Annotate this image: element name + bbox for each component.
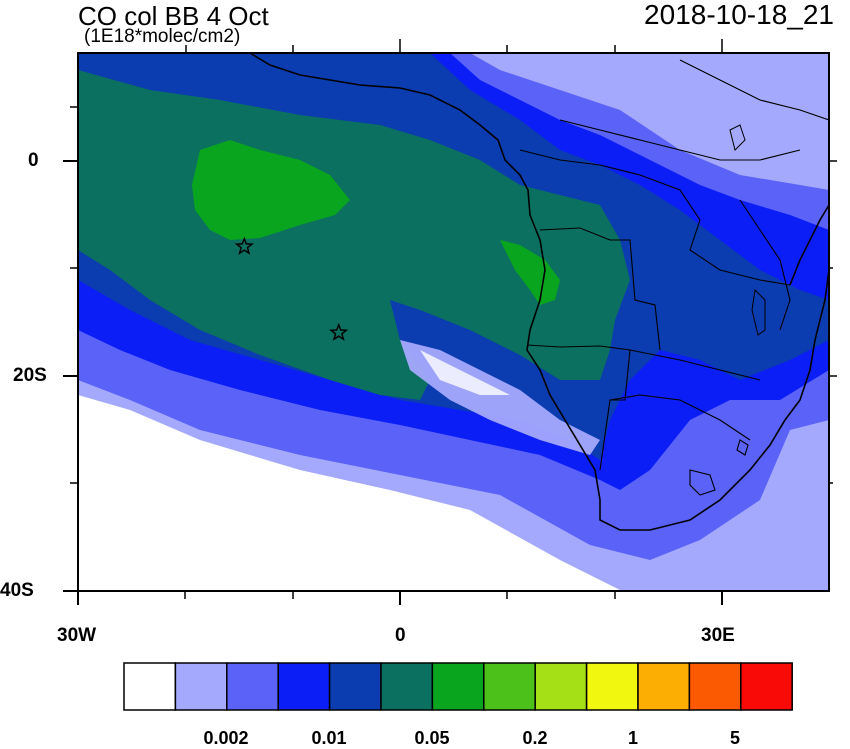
colorbar-label: 0.01 — [311, 728, 347, 748]
colorbar-swatch — [380, 662, 434, 711]
band-02-patch-1 — [192, 140, 350, 240]
x-tick-0: 0 — [395, 625, 406, 646]
plot-frame — [77, 52, 830, 592]
colorbar-label: 0.2 — [522, 728, 548, 748]
colorbar-swatch — [328, 662, 382, 711]
colorbar-swatch — [534, 662, 588, 711]
colorbar-swatch — [688, 662, 742, 711]
y-tick-40s: 40S — [0, 580, 34, 601]
colorbar-swatch — [226, 662, 279, 711]
colorbar-swatch — [174, 662, 228, 711]
band-02-patch-2 — [500, 240, 560, 305]
colorbar-swatch — [637, 662, 691, 711]
colorbar-label: 0.05 — [414, 728, 450, 748]
colorbar-swatch — [585, 662, 639, 711]
marker-layer — [234, 236, 349, 341]
colorbar-label: 0.002 — [203, 728, 249, 748]
country-borders — [519, 59, 829, 496]
tick-marks — [63, 160, 723, 605]
star-marker-icon — [329, 322, 349, 341]
timestamp: 2018-10-18_21 — [644, 0, 834, 30]
coastline — [249, 53, 829, 531]
units-label: (1E18*molec/cm2) — [84, 26, 241, 47]
x-tick-30w: 30W — [57, 625, 97, 646]
colorbar-label: 1 — [627, 728, 639, 748]
colorbar-swatch — [483, 662, 536, 711]
lakes — [729, 124, 766, 336]
y-tick-0: 0 — [28, 150, 39, 171]
x-tick-30e: 30E — [701, 625, 735, 646]
colorbar-swatch — [431, 662, 485, 711]
map-field — [78, 53, 829, 591]
y-tick-20s: 20S — [13, 365, 47, 386]
colorbar-label: 5 — [729, 728, 741, 748]
minor-ticks — [70, 39, 837, 599]
colorbar-swatch — [277, 662, 331, 711]
colorbar-swatch — [740, 662, 793, 711]
colorbar-swatch — [123, 662, 177, 711]
map-title: CO col BB 4 Oct — [78, 1, 269, 31]
streak-2 — [420, 350, 510, 395]
colorbar — [123, 662, 793, 711]
star-marker-icon — [234, 236, 254, 255]
